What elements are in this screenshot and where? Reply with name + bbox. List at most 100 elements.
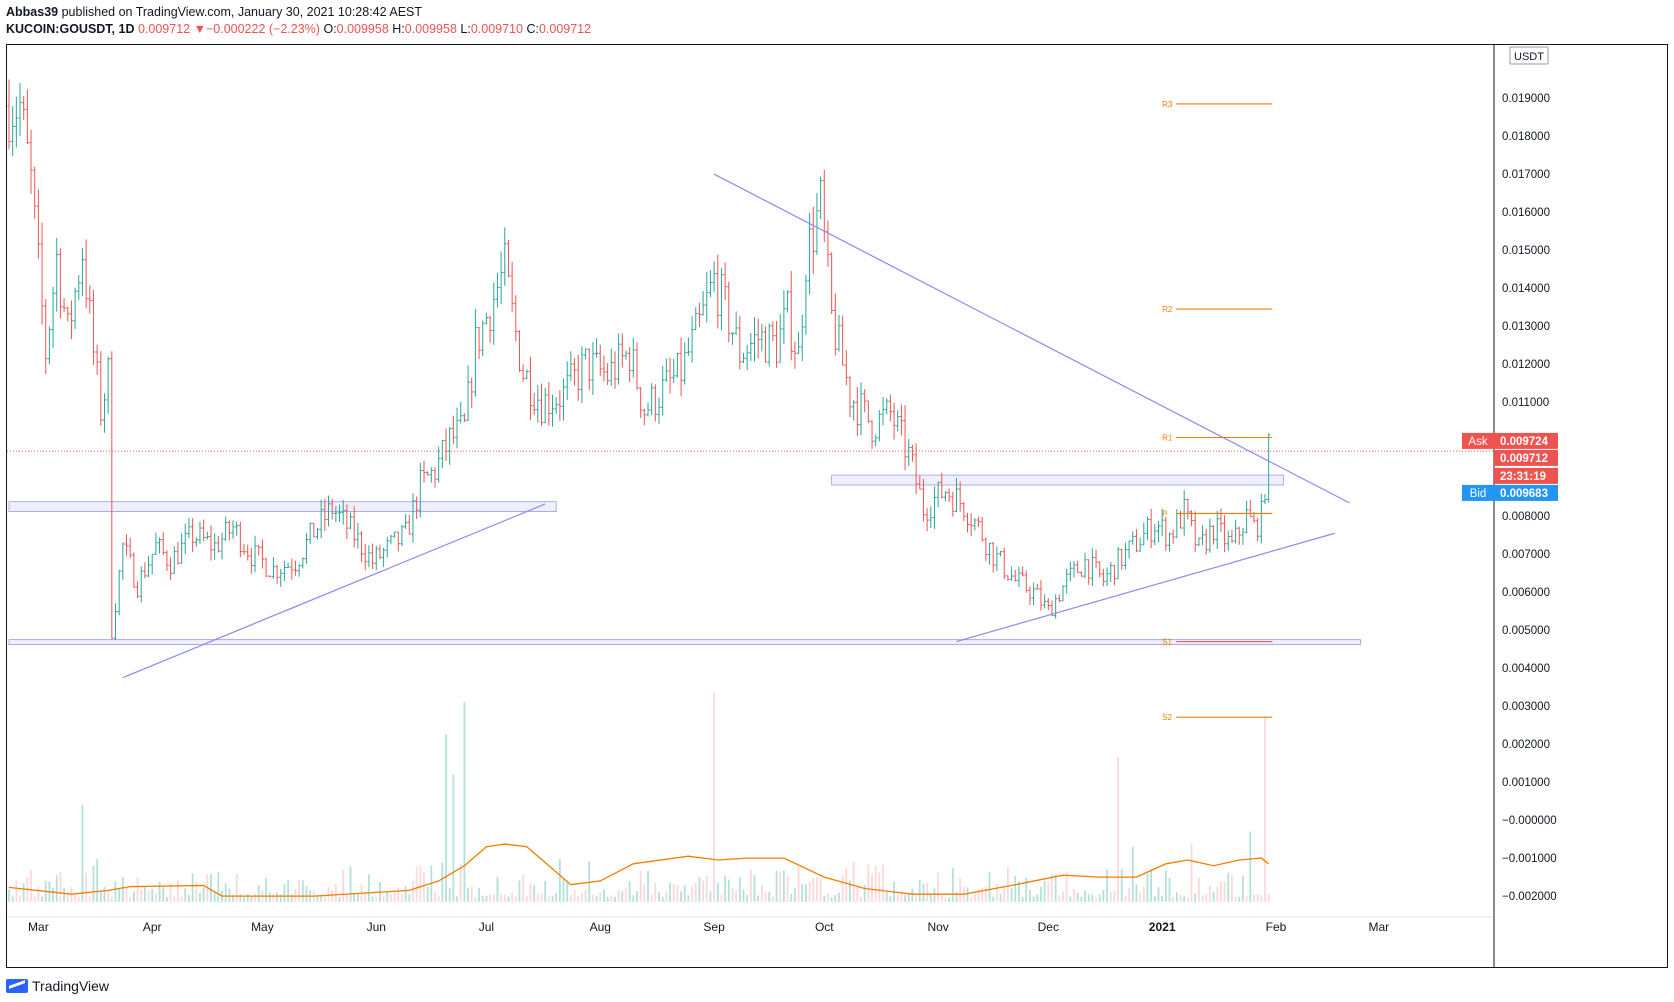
candle <box>984 537 988 562</box>
candle <box>293 560 298 576</box>
volume-bar <box>22 883 25 902</box>
volume-bar <box>922 883 925 902</box>
volume-bar <box>951 867 954 902</box>
candle <box>275 564 279 584</box>
candle <box>793 341 797 369</box>
candle <box>312 522 316 538</box>
volume-bar <box>136 877 139 902</box>
volume-bar <box>746 894 749 902</box>
volume-bar <box>713 692 716 902</box>
volume-bar <box>1120 868 1123 902</box>
volume-bar <box>918 879 921 902</box>
volume-bar <box>514 896 517 902</box>
candle <box>830 252 834 314</box>
symbol-label[interactable]: KUCOIN:GOUSDT, 1D <box>6 22 135 36</box>
volume-bar <box>643 884 646 902</box>
volume-bar <box>1201 895 1204 902</box>
price-tick-2: 0.017000 <box>1502 169 1550 181</box>
candle <box>929 506 933 529</box>
price-axis[interactable]: 0.019000 0.018000 0.017000 0.016000 0.015000… <box>1493 45 1557 967</box>
candle <box>84 239 88 309</box>
candle <box>499 251 503 305</box>
ask-tag: Ask 0.009724 <box>1462 432 1558 449</box>
volume-bar <box>834 895 837 902</box>
candle <box>1112 565 1117 586</box>
volume-bar <box>1142 886 1145 902</box>
volume-bar <box>805 884 807 902</box>
candle <box>165 550 169 571</box>
candle <box>1234 519 1238 544</box>
volume-bar <box>132 891 135 902</box>
candle <box>422 460 426 483</box>
volume-bar <box>158 881 161 902</box>
volume-bar <box>437 895 440 902</box>
candle <box>782 290 786 345</box>
trendline-resistance[interactable] <box>713 173 1350 504</box>
candle <box>7 79 11 150</box>
volume-bar <box>342 869 345 902</box>
volume-bar <box>742 889 745 902</box>
candle <box>576 354 580 401</box>
candle <box>506 239 511 278</box>
candle <box>407 514 411 535</box>
candle <box>326 495 331 527</box>
candle <box>1039 580 1043 611</box>
candle <box>1219 508 1223 533</box>
candle <box>1193 511 1197 552</box>
candle <box>591 342 595 395</box>
time-tick-1: Apr <box>143 920 162 934</box>
low-label: L: <box>460 22 471 36</box>
volume-bar <box>401 894 403 902</box>
candle <box>462 413 466 423</box>
candle <box>1248 499 1252 518</box>
tradingview-logo[interactable]: TradingView <box>6 978 109 994</box>
volume-bar <box>1113 890 1116 902</box>
candle <box>1211 525 1216 545</box>
candle <box>253 535 257 573</box>
candle <box>359 531 364 563</box>
volume-bar <box>103 886 106 902</box>
candle <box>459 401 463 424</box>
candle <box>800 314 804 362</box>
volume-bar <box>1084 890 1086 902</box>
down-arrow-icon: ▼ <box>193 22 206 36</box>
trendline-support-left[interactable] <box>122 503 546 679</box>
candle <box>209 525 213 561</box>
volume-bar <box>1106 869 1108 902</box>
price-chart[interactable]: R3 R2 R1 P S1 S2 Mar Apr May Jun Jul Aug Sep Oct Nov D… <box>7 45 1667 967</box>
trendlines[interactable] <box>122 173 1350 679</box>
volume-bar <box>948 897 951 902</box>
candle <box>1094 549 1098 568</box>
volume-bar <box>345 894 348 902</box>
candle <box>657 397 661 424</box>
publisher-name[interactable]: Abbas39 <box>6 5 59 19</box>
candle <box>1197 537 1201 547</box>
volume-bar <box>896 894 899 902</box>
high-value: 0.009958 <box>404 22 457 36</box>
candle <box>741 352 746 364</box>
candle <box>1149 508 1153 549</box>
volume-bar <box>52 888 54 902</box>
candle <box>124 534 129 556</box>
volume-bar <box>1245 896 1248 902</box>
chart-frame[interactable]: R3 R2 R1 P S1 S2 Mar Apr May Jun Jul Aug Sep Oct Nov D… <box>6 44 1668 968</box>
price-tick-4: 0.015000 <box>1502 245 1550 257</box>
volume-bar <box>581 893 583 902</box>
candle <box>936 481 940 508</box>
volume-bar <box>764 892 767 902</box>
volume-bar <box>735 890 738 902</box>
volume-bar <box>408 894 411 902</box>
countdown-tag: 23:31:19 <box>1494 467 1558 484</box>
time-axis[interactable]: Mar Apr May Jun Jul Aug Sep Oct Nov Dec 2021 Feb Mar <box>7 916 1494 934</box>
candle <box>18 83 22 136</box>
volume-bar <box>1025 877 1028 902</box>
volume-bar <box>680 891 682 902</box>
candle <box>943 491 948 502</box>
volume-bar <box>1175 892 1178 902</box>
pivot-label-s2: S2 <box>1162 713 1172 722</box>
candle <box>598 344 602 376</box>
volume-bar <box>973 892 976 902</box>
candle <box>631 337 635 378</box>
candle <box>539 383 544 426</box>
trendline-support-right[interactable] <box>956 532 1335 643</box>
